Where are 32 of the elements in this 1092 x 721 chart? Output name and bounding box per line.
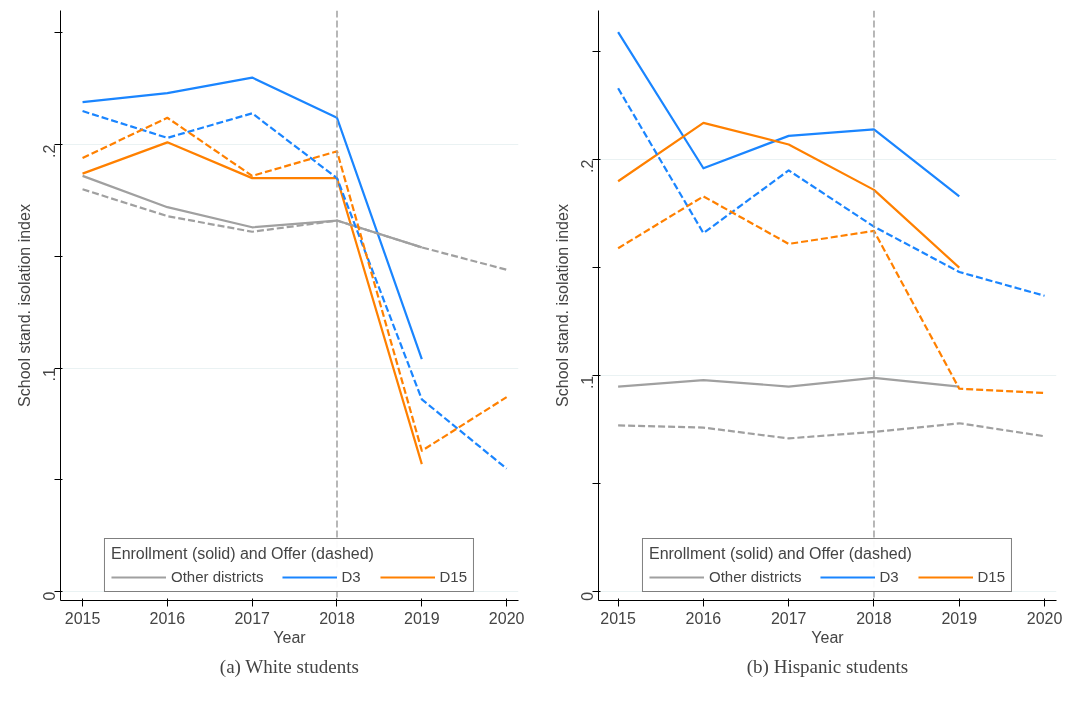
y-axis-title: School stand. isolation index [15, 204, 33, 407]
y-tick-label: .1 [41, 367, 59, 382]
legend-label: D3 [879, 568, 900, 585]
legend-title: Enrollment (solid) and Offer (dashed) [648, 545, 913, 563]
legend-label: Other districts [708, 568, 802, 585]
x-axis-title: Year [811, 628, 845, 646]
x-tick-label: 2017 [770, 609, 807, 627]
x-tick-label: 2020 [1026, 609, 1063, 627]
y-tick-label: .2 [41, 144, 59, 158]
text: (a) White students [219, 655, 359, 678]
y-tick-label: .1 [579, 375, 597, 390]
legend-label: Other districts [170, 568, 264, 585]
legend-label: D15 [977, 568, 1006, 585]
x-tick-label: 2019 [941, 609, 978, 627]
x-tick-label: 2018 [319, 609, 355, 627]
x-tick-label: 2015 [600, 609, 637, 627]
y-axis-title: School stand. isolation index [553, 204, 571, 407]
x-tick-label: 2020 [488, 609, 525, 627]
legend-label: D15 [439, 568, 468, 585]
x-tick-label: 2018 [856, 609, 892, 627]
y-tick-label: 0 [579, 591, 597, 601]
x-tick-label: 2017 [234, 609, 271, 627]
text: (b) Hispanic students [746, 655, 909, 678]
legend-label: D3 [341, 568, 362, 585]
x-tick-label: 2016 [149, 609, 186, 627]
x-tick-label: 2015 [64, 609, 101, 627]
x-tick-label: 2016 [685, 609, 722, 627]
y-tick-label: .2 [579, 159, 597, 173]
legend-title: Enrollment (solid) and Offer (dashed) [110, 545, 375, 563]
x-axis-title: Year [273, 628, 307, 646]
y-tick-label: 0 [41, 591, 59, 601]
x-tick-label: 2019 [404, 609, 440, 627]
